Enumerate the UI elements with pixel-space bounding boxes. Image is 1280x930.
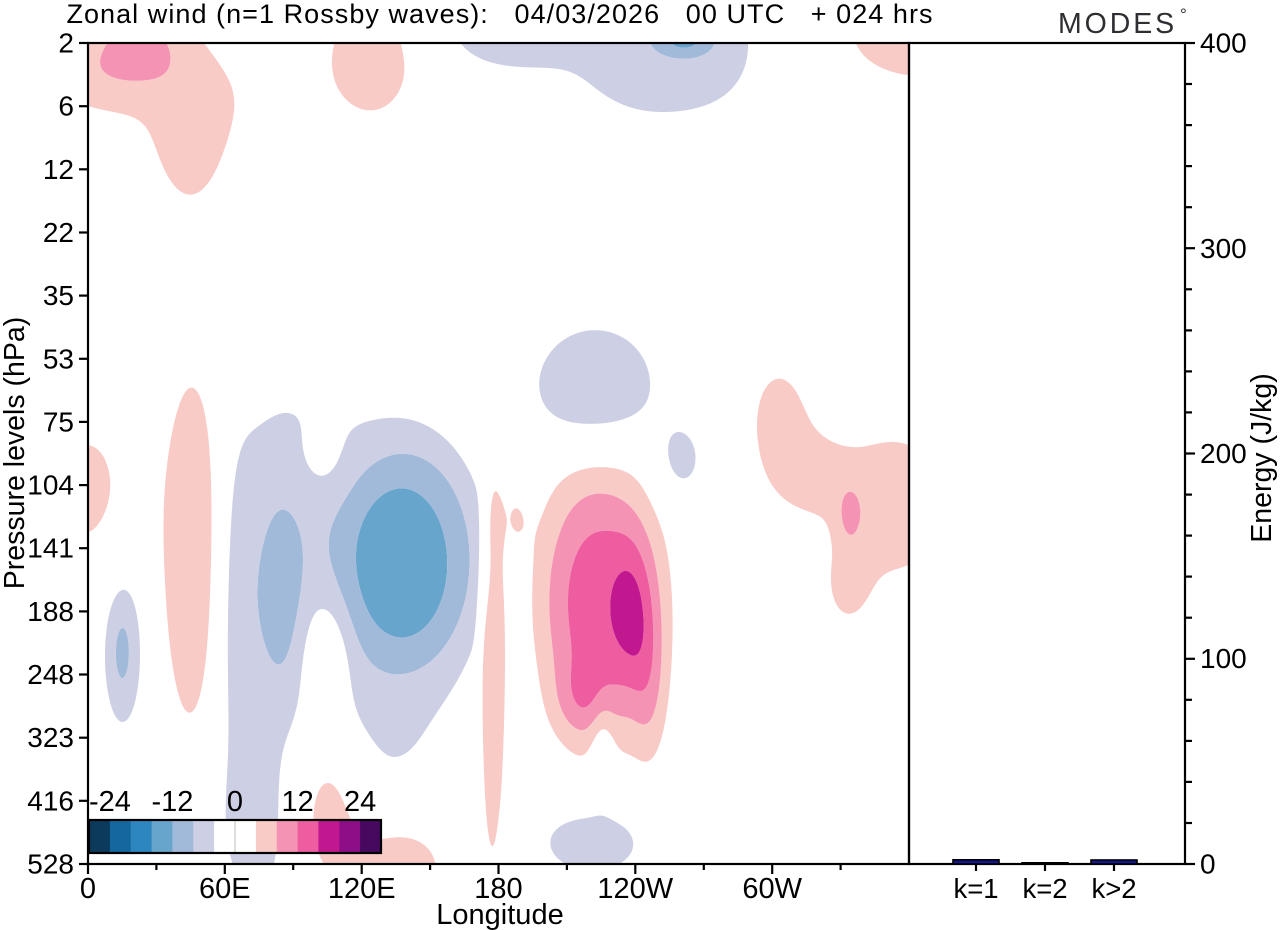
svg-text:60W: 60W <box>742 873 802 905</box>
svg-text:100: 100 <box>1200 643 1247 674</box>
svg-text:180: 180 <box>474 873 522 905</box>
svg-text:12: 12 <box>281 786 313 818</box>
svg-text:k=2: k=2 <box>1022 873 1067 904</box>
svg-text:188: 188 <box>27 596 74 627</box>
svg-text:24: 24 <box>344 786 376 818</box>
svg-text:-24: -24 <box>89 786 131 818</box>
svg-text:°: ° <box>1180 5 1187 24</box>
svg-text:0: 0 <box>80 873 96 905</box>
svg-text:Energy (J/kg): Energy (J/kg) <box>1246 373 1278 542</box>
svg-text:0: 0 <box>227 786 243 818</box>
svg-text:MODES: MODES <box>1058 8 1177 40</box>
svg-text:416: 416 <box>27 785 74 816</box>
svg-text:60E: 60E <box>199 873 251 905</box>
svg-text:104: 104 <box>27 470 74 501</box>
svg-text:Pressure levels (hPa): Pressure levels (hPa) <box>0 317 31 589</box>
svg-text:323: 323 <box>27 722 74 753</box>
svg-text:0: 0 <box>1200 849 1216 880</box>
svg-text:248: 248 <box>27 659 74 690</box>
svg-text:120W: 120W <box>597 873 673 905</box>
svg-text:141: 141 <box>27 533 74 564</box>
svg-text:75: 75 <box>43 406 74 437</box>
svg-text:6: 6 <box>58 91 74 122</box>
svg-text:k=1: k=1 <box>953 873 998 904</box>
svg-text:35: 35 <box>43 280 74 311</box>
svg-text:12: 12 <box>43 154 74 185</box>
svg-text:300: 300 <box>1200 233 1247 264</box>
svg-text:k>2: k>2 <box>1091 873 1136 904</box>
svg-text:22: 22 <box>43 217 74 248</box>
svg-text:Longitude: Longitude <box>436 899 563 930</box>
svg-text:528: 528 <box>27 849 74 880</box>
svg-text:-12: -12 <box>151 786 193 818</box>
svg-text:120E: 120E <box>328 873 396 905</box>
svg-text:Zonal wind (n=1 Rossby waves):: Zonal wind (n=1 Rossby waves): 04/03/202… <box>66 0 933 29</box>
svg-text:53: 53 <box>43 343 74 374</box>
svg-text:2: 2 <box>58 28 74 59</box>
svg-text:400: 400 <box>1200 28 1247 59</box>
svg-text:200: 200 <box>1200 438 1247 469</box>
